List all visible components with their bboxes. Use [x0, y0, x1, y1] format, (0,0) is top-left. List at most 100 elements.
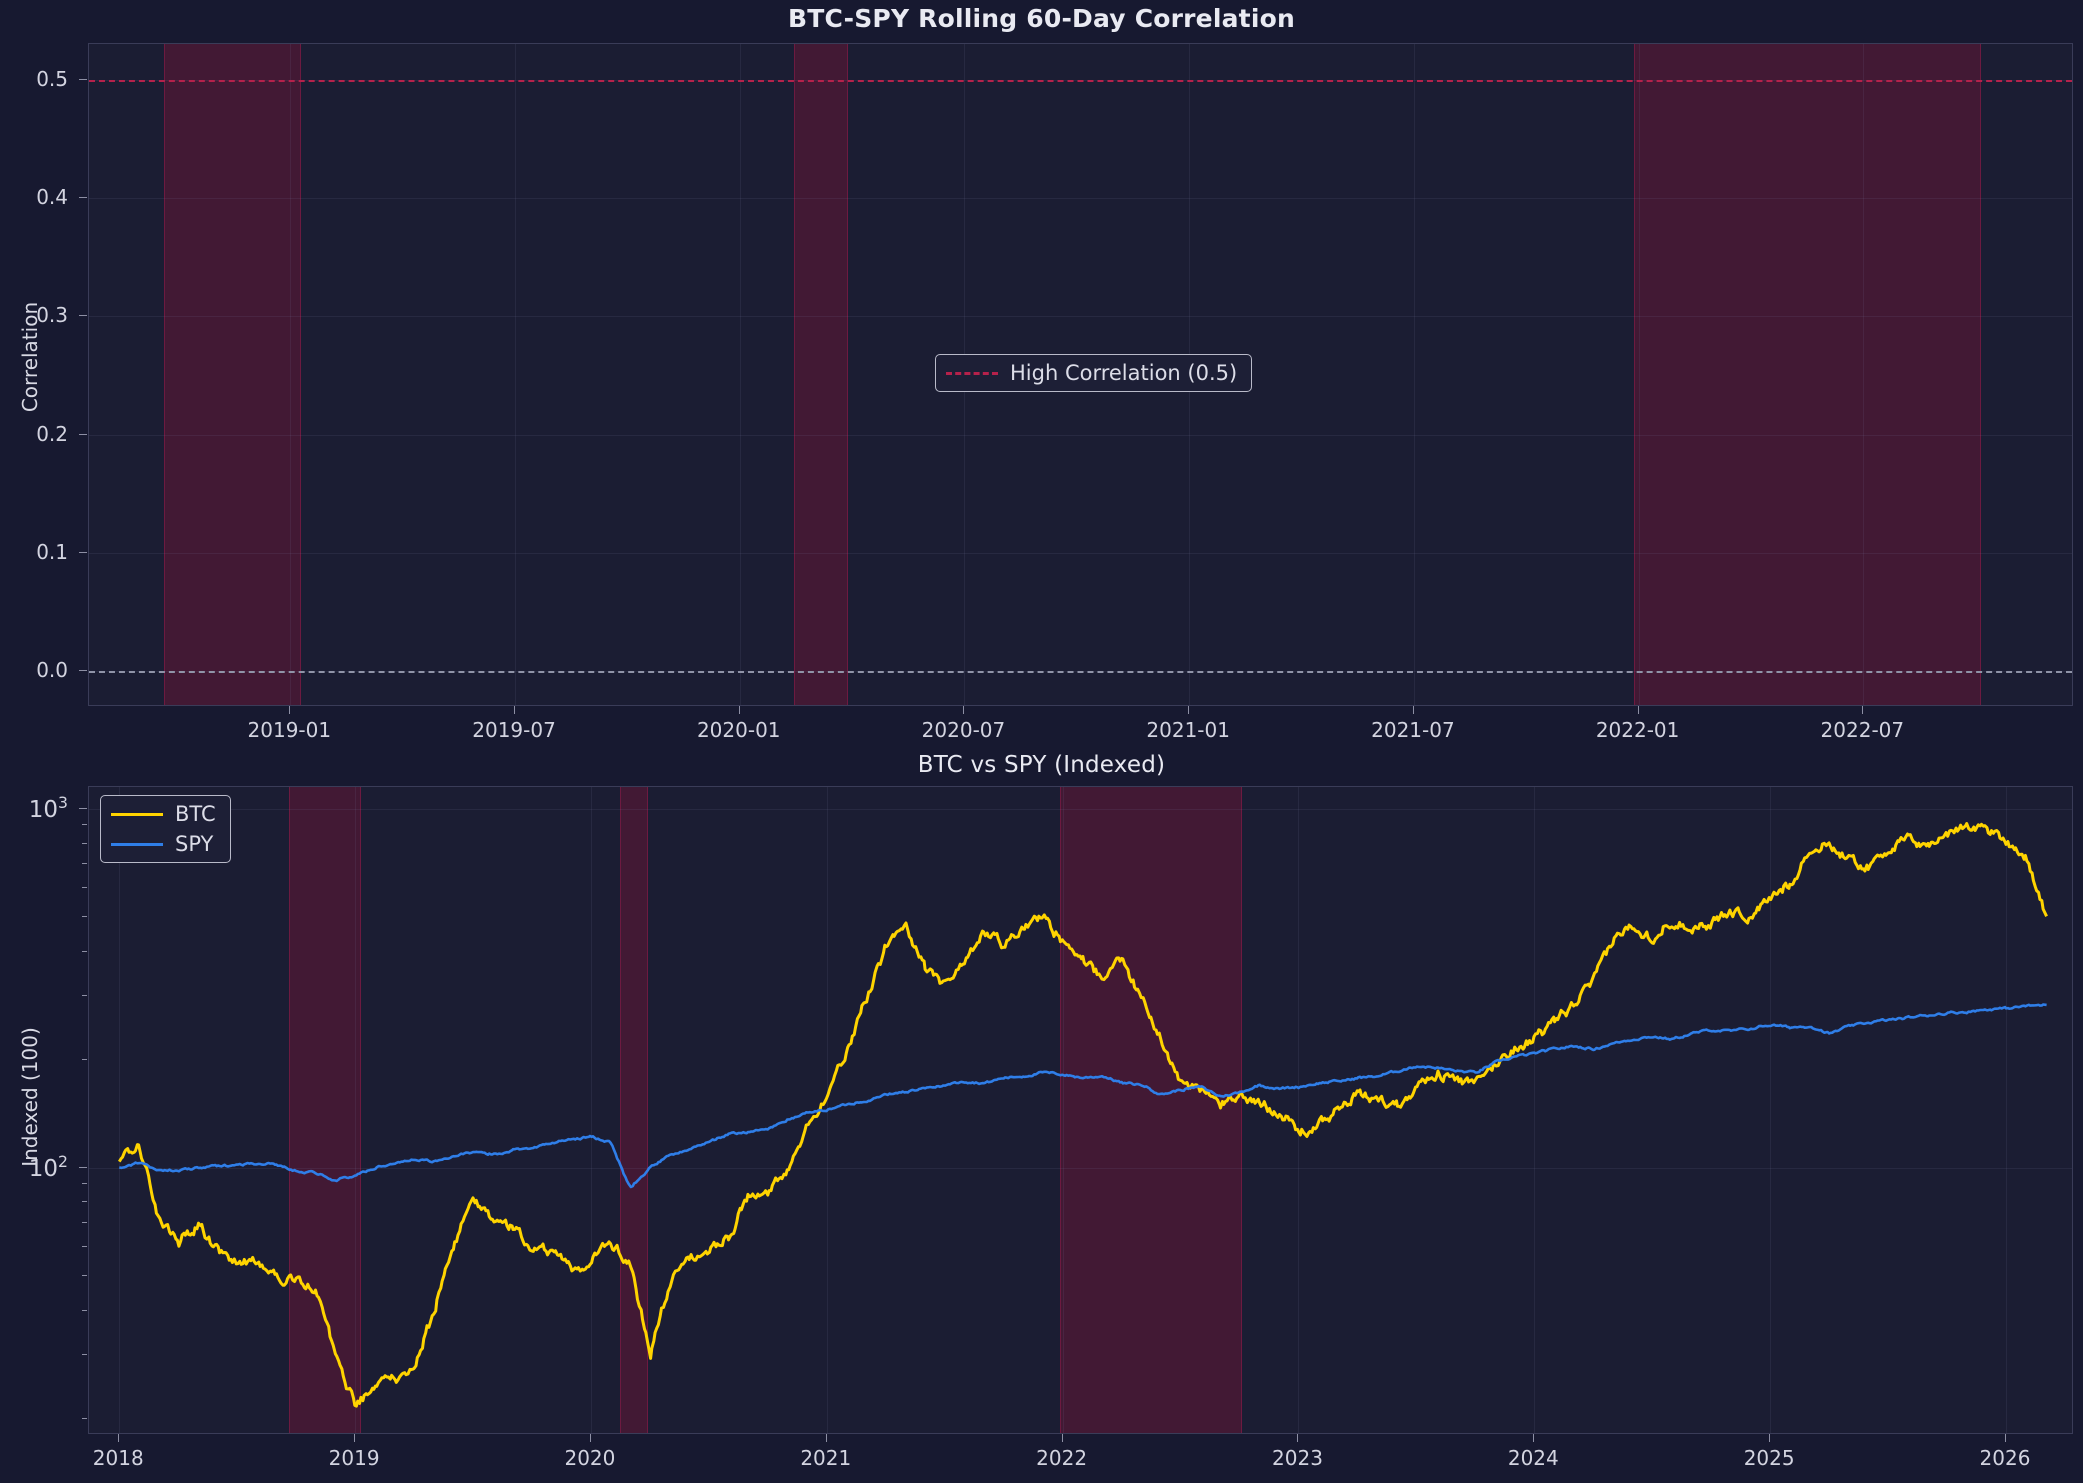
gridline-x-1 — [515, 44, 517, 705]
gridline-x-6 — [1638, 44, 1640, 705]
gridline-y-0 — [89, 1167, 2072, 1169]
y-minor-tick-3 — [82, 1274, 87, 1276]
x-tick-mark-1 — [514, 706, 516, 714]
gridline-y-4 — [89, 197, 2072, 199]
price-series-layer — [118, 822, 2048, 1408]
y-minor-tick-5 — [82, 1222, 87, 1224]
y-tick-label-0: 102 — [28, 1151, 68, 1182]
y-minor-tick-13 — [82, 863, 87, 865]
x-tick-mark-2 — [738, 706, 740, 714]
gridline-x-5 — [1413, 44, 1415, 705]
shaded-region-3 — [1634, 44, 1981, 705]
y-tick-label-5: 0.5 — [36, 66, 68, 91]
y-tick-label-4: 0.4 — [36, 184, 68, 209]
x-tick-mark-8 — [2004, 1434, 2006, 1442]
legend-item-btc: BTC — [111, 802, 216, 826]
correlation-plot-area — [88, 43, 2073, 706]
y-minor-tick-7 — [82, 1183, 87, 1185]
y-minor-tick-14 — [82, 842, 87, 844]
y-tick-label-2: 0.2 — [36, 421, 68, 446]
y-tick-mark-2 — [79, 433, 87, 435]
legend-label-spy: SPY — [175, 832, 214, 856]
x-tick-mark-0 — [289, 706, 291, 714]
y-tick-label-0: 0.0 — [36, 658, 68, 683]
series-line-spy — [118, 1003, 2047, 1189]
x-tick-mark-3 — [825, 1434, 827, 1442]
x-tick-mark-3 — [963, 706, 965, 714]
y-minor-tick-12 — [82, 887, 87, 889]
btc-line-swatch — [111, 812, 163, 816]
gridline-x-0 — [119, 787, 121, 1433]
y-tick-mark-0 — [79, 670, 87, 672]
gridline-y-1 — [89, 553, 2072, 555]
price-legend: BTC SPY — [100, 795, 231, 863]
x-tick-label-3: 2021 — [800, 1446, 852, 1470]
legend-label-high-correlation: High Correlation (0.5) — [1010, 361, 1238, 385]
x-tick-label-8: 2026 — [1979, 1446, 2031, 1470]
y-minor-tick-4 — [82, 1246, 87, 1248]
x-tick-mark-6 — [1637, 706, 1639, 714]
x-tick-label-5: 2023 — [1272, 1446, 1323, 1470]
x-tick-label-6: 2024 — [1507, 1446, 1559, 1470]
y-minor-tick-15 — [82, 824, 87, 826]
shaded-region-3 — [1060, 787, 1243, 1433]
y-minor-tick-2 — [82, 1309, 87, 1311]
high-correlation-line-swatch — [946, 371, 998, 375]
gridline-y-2 — [89, 434, 2072, 436]
x-tick-mark-6 — [1533, 1434, 1535, 1442]
correlation-chart-title: BTC-SPY Rolling 60-Day Correlation — [788, 4, 1295, 33]
y-tick-mark-5 — [79, 78, 87, 80]
x-tick-mark-1 — [354, 1434, 356, 1442]
x-tick-mark-2 — [589, 1434, 591, 1442]
x-tick-label-2: 2020 — [564, 1446, 616, 1470]
y-minor-tick-6 — [82, 1201, 87, 1203]
x-tick-label-3: 2020-07 — [921, 718, 1006, 742]
y-minor-tick-1 — [82, 1354, 87, 1356]
price-chart-title: BTC vs SPY (Indexed) — [917, 752, 1166, 778]
y-minor-tick-9 — [82, 995, 87, 997]
shaded-region-2 — [794, 44, 848, 705]
y-minor-tick-11 — [82, 915, 87, 917]
x-tick-label-4: 2022 — [1036, 1446, 1088, 1470]
y-tick-mark-1 — [79, 807, 87, 809]
gridline-y-1 — [89, 808, 2072, 810]
x-tick-label-4: 2021-01 — [1146, 718, 1230, 742]
gridline-x-7 — [1863, 44, 1865, 705]
y-tick-mark-4 — [79, 196, 87, 198]
x-tick-mark-4 — [1188, 706, 1190, 714]
x-tick-mark-5 — [1297, 1434, 1299, 1442]
gridline-x-5 — [1298, 787, 1300, 1433]
gridline-y-3 — [89, 316, 2072, 318]
correlation-legend: High Correlation (0.5) — [935, 354, 1253, 392]
x-tick-mark-4 — [1061, 1434, 1063, 1442]
y-minor-tick-10 — [82, 950, 87, 952]
spy-line-swatch — [111, 842, 163, 846]
x-tick-mark-5 — [1412, 706, 1414, 714]
price-plot-area — [88, 786, 2073, 1434]
x-tick-label-5: 2021-07 — [1371, 718, 1455, 742]
x-tick-label-7: 2022-07 — [1820, 718, 1905, 742]
gridline-x-0 — [290, 44, 292, 705]
series-line-btc — [118, 822, 2048, 1408]
gridline-x-2 — [590, 787, 592, 1433]
gridline-x-2 — [739, 44, 741, 705]
x-tick-label-0: 2018 — [92, 1446, 144, 1470]
y-tick-mark-3 — [79, 315, 87, 317]
x-tick-mark-7 — [1862, 706, 1864, 714]
legend-item-spy: SPY — [111, 832, 216, 856]
x-tick-label-1: 2019-07 — [472, 718, 556, 742]
gridline-x-1 — [355, 787, 357, 1433]
x-tick-label-0: 2019-01 — [247, 718, 332, 742]
legend-item-high-correlation: High Correlation (0.5) — [946, 361, 1238, 385]
x-tick-label-6: 2022-01 — [1595, 718, 1680, 742]
legend-label-btc: BTC — [175, 802, 216, 826]
gridline-x-7 — [1770, 787, 1772, 1433]
y-minor-tick-0 — [82, 1417, 87, 1419]
y-tick-mark-0 — [79, 1166, 87, 1168]
gridline-x-6 — [1534, 787, 1536, 1433]
y-tick-label-3: 0.3 — [36, 303, 68, 328]
y-minor-tick-8 — [82, 1058, 87, 1060]
x-tick-label-1: 2019 — [328, 1446, 380, 1470]
y-tick-mark-1 — [79, 552, 87, 554]
